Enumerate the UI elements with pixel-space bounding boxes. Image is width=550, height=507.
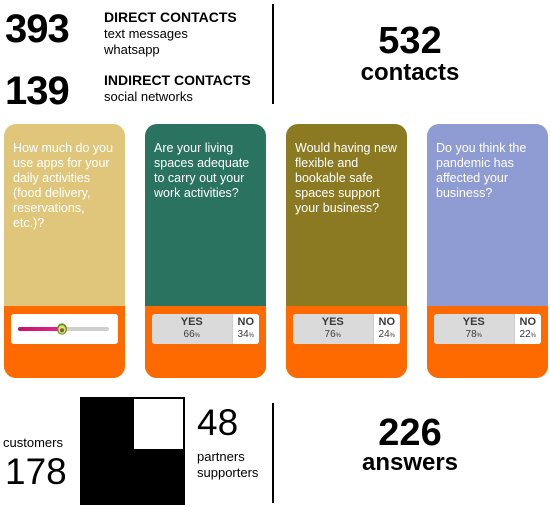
poll-no-percent: 22% <box>519 329 536 340</box>
poll-yes-label: YES <box>180 316 203 328</box>
survey-answer-area: YES 78% NO 22% <box>427 306 548 378</box>
slider-track <box>18 323 109 335</box>
survey-answer-area: YES 66% NO 34% <box>145 306 266 378</box>
poll-yes-option[interactable]: YES 66% <box>152 314 232 344</box>
poll-yes-label: YES <box>462 316 485 328</box>
poll-no-option[interactable]: NO 22% <box>513 314 541 344</box>
survey-question: How much do you use apps for your daily … <box>13 141 114 230</box>
direct-contacts-number: 393 <box>5 7 70 51</box>
poll: YES 66% NO 34% <box>152 314 259 344</box>
total-contacts-number: 532 <box>378 20 442 62</box>
poll-no-label: NO <box>237 316 255 328</box>
top-divider <box>272 4 274 104</box>
poll-no-label: NO <box>519 316 537 328</box>
poll-no-label: NO <box>378 316 396 328</box>
partners-number: 48 <box>197 402 239 443</box>
poll-no-option[interactable]: NO 24% <box>372 314 400 344</box>
poll: YES 76% NO 24% <box>293 314 400 344</box>
supporters-label: supporters <box>197 465 259 480</box>
avocado-icon[interactable] <box>56 321 68 335</box>
poll-yes-option[interactable]: YES 78% <box>434 314 514 344</box>
direct-contacts-line-1: text messages <box>104 26 188 41</box>
total-contacts-label: contacts <box>360 59 460 86</box>
poll-no-option[interactable]: NO 34% <box>231 314 259 344</box>
total-answers-number: 226 <box>378 412 442 454</box>
poll-yes-option[interactable]: YES 76% <box>293 314 373 344</box>
survey-question: Do you think the pandemic has affected y… <box>436 141 527 200</box>
survey-card-pandemic: Do you think the pandemic has affected y… <box>427 124 548 378</box>
customers-number: 178 <box>5 451 67 492</box>
survey-question: Are your living spaces adequate to carry… <box>154 141 250 200</box>
poll-yes-percent: 66% <box>183 329 200 340</box>
customers-label: customers <box>3 435 63 450</box>
survey-card-apps: How much do you use apps for your daily … <box>4 124 125 378</box>
direct-contacts-label: DIRECT CONTACTS <box>104 9 237 25</box>
bottom-divider <box>272 403 274 503</box>
total-answers-label: answers <box>361 449 459 476</box>
poll-yes-percent: 78% <box>465 329 482 340</box>
survey-question: Would having new flexible and bookable s… <box>295 141 397 215</box>
survey-answer-area: YES 76% NO 24% <box>286 306 407 378</box>
survey-card-living-spaces: Are your living spaces adequate to carry… <box>145 124 266 378</box>
poll-yes-label: YES <box>321 316 344 328</box>
indirect-contacts-label: INDIRECT CONTACTS <box>104 72 251 88</box>
indirect-contacts-line-1: social networks <box>104 89 193 104</box>
indirect-contacts-number: 139 <box>5 69 70 113</box>
direct-contacts-line-2: whatsapp <box>104 42 160 57</box>
poll: YES 78% NO 22% <box>434 314 541 344</box>
slider-fill <box>18 327 62 331</box>
emoji-slider[interactable] <box>11 314 118 344</box>
survey-answer-area <box>4 306 125 378</box>
survey-card-flexible-spaces: Would having new flexible and bookable s… <box>286 124 407 378</box>
partners-label: partners <box>197 449 245 464</box>
proportion-square-graphic <box>80 397 185 505</box>
poll-no-percent: 24% <box>378 329 395 340</box>
poll-yes-percent: 76% <box>324 329 341 340</box>
poll-no-percent: 34% <box>237 329 254 340</box>
